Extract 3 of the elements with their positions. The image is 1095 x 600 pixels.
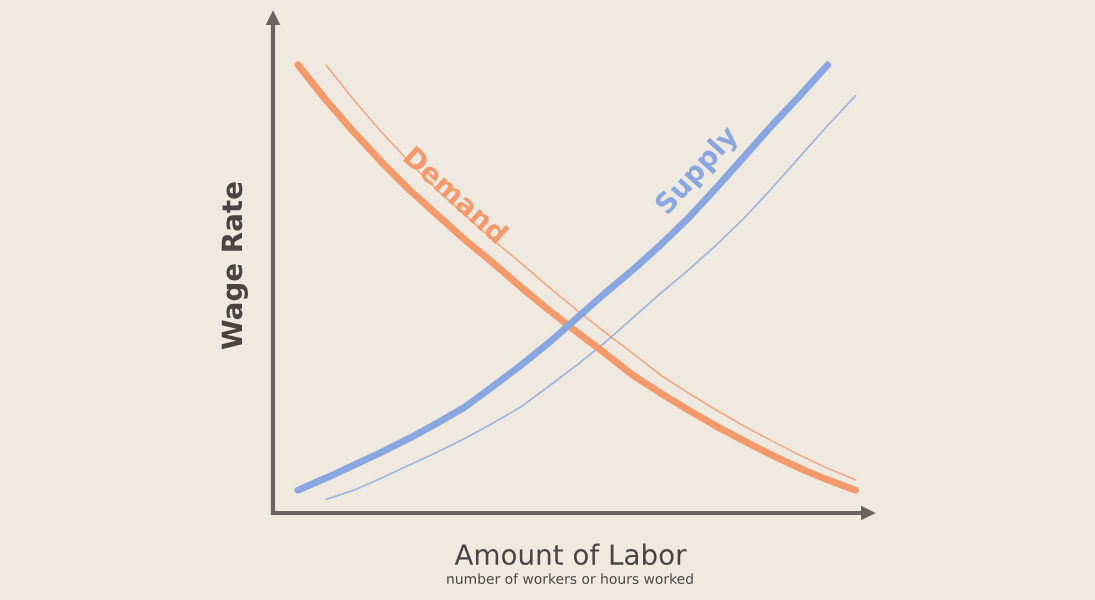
text: number of workers or hours worked (447, 573, 693, 585)
x-axis-title: Amount of Labor (454, 543, 687, 566)
y-axis-title: Wage Rate (221, 182, 248, 350)
